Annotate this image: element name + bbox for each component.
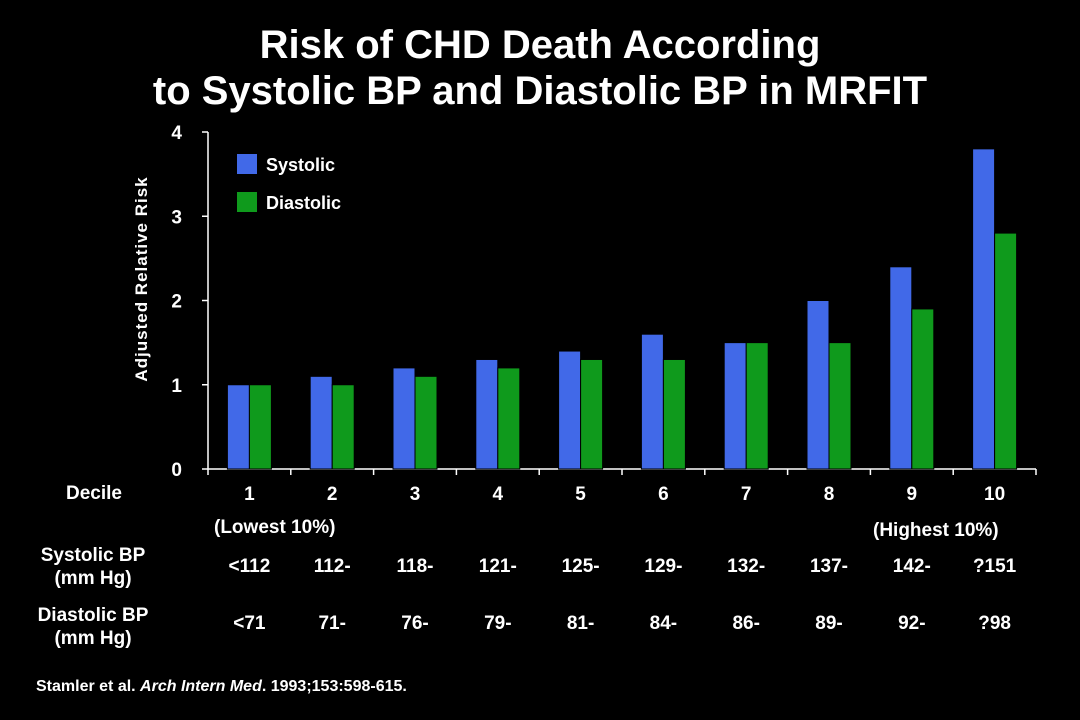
diastolic-row-label: Diastolic BP (mm Hg) xyxy=(8,604,178,650)
systolic-value-5: 125- xyxy=(561,556,600,577)
diastolic-value-3: 76- xyxy=(401,613,429,634)
x-tick-label-6: 6 xyxy=(658,484,669,505)
citation: Stamler et al. Arch Intern Med. 1993;153… xyxy=(36,678,407,696)
diastolic-value-7: 86- xyxy=(732,613,760,634)
diastolic-value-2: 71- xyxy=(318,613,346,634)
chart-title: Risk of CHD Death According to Systolic … xyxy=(0,22,1080,114)
diastolic-value-1: <71 xyxy=(233,613,266,634)
x-tick-label-1: 1 xyxy=(244,484,255,505)
decile-label: Decile xyxy=(66,483,122,504)
diastolic-value-8: 89- xyxy=(815,613,843,634)
bar-systolic-10 xyxy=(972,148,996,470)
systolic-value-7: 132- xyxy=(727,556,766,577)
diastolic-value-4: 79- xyxy=(484,613,512,634)
systolic-value-2: 112- xyxy=(313,556,351,577)
y-tick-label-4: 4 xyxy=(171,123,182,144)
y-tick-label-3: 3 xyxy=(171,207,182,228)
bar-diastolic-4 xyxy=(497,367,521,470)
bar-diastolic-1 xyxy=(248,384,272,470)
bar-diastolic-6 xyxy=(662,358,686,470)
systolic-value-1: <112 xyxy=(228,556,271,577)
bar-diastolic-7 xyxy=(745,342,769,470)
y-tick-label-1: 1 xyxy=(171,376,182,397)
x-tick-label-10: 10 xyxy=(984,484,1005,505)
x-tick-label-5: 5 xyxy=(575,484,586,505)
citation-journal: Arch Intern Med xyxy=(140,678,262,695)
bar-diastolic-5 xyxy=(580,358,604,470)
title-line-2: to Systolic BP and Diastolic BP in MRFIT xyxy=(152,69,928,113)
bar-diastolic-2 xyxy=(331,384,355,470)
bar-diastolic-9 xyxy=(911,308,935,470)
legend-label-systolic: Systolic xyxy=(266,155,335,175)
bar-diastolic-8 xyxy=(828,342,852,470)
systolic-label-line-2: (mm Hg) xyxy=(54,568,132,589)
bar-systolic-5 xyxy=(558,350,582,470)
bar-systolic-3 xyxy=(392,367,416,470)
bar-systolic-7 xyxy=(723,342,747,470)
bar-diastolic-3 xyxy=(414,375,438,470)
diastolic-value-10: ?98 xyxy=(978,613,1011,634)
citation-rest: . 1993;153:598-615. xyxy=(261,678,407,695)
y-tick-label-2: 2 xyxy=(171,292,182,313)
legend-swatch-systolic xyxy=(237,154,257,174)
bar-systolic-4 xyxy=(475,358,499,470)
systolic-value-3: 118- xyxy=(396,556,434,577)
x-tick-label-3: 3 xyxy=(410,484,421,505)
systolic-value-9: 142- xyxy=(892,556,931,577)
y-tick-label-0: 0 xyxy=(171,460,182,481)
lowest-decile-note: (Lowest 10%) xyxy=(214,517,336,538)
title-line-1: Risk of CHD Death According xyxy=(259,23,821,67)
diastolic-value-9: 92- xyxy=(898,613,926,634)
legend-swatch-diastolic xyxy=(237,192,257,212)
x-tick-label-7: 7 xyxy=(741,484,752,505)
citation-authors: Stamler et al. xyxy=(36,678,141,695)
systolic-value-4: 121- xyxy=(478,556,517,577)
x-tick-label-2: 2 xyxy=(327,484,338,505)
bar-systolic-6 xyxy=(640,333,664,470)
systolic-label-line-1: Systolic BP xyxy=(40,545,146,566)
bar-systolic-8 xyxy=(806,300,830,470)
y-axis-label: Adjusted Relative Risk xyxy=(132,176,151,381)
x-tick-label-9: 9 xyxy=(907,484,918,505)
x-tick-label-8: 8 xyxy=(824,484,835,505)
bar-systolic-9 xyxy=(889,266,913,470)
systolic-value-8: 137- xyxy=(809,556,849,577)
systolic-value-6: 129- xyxy=(644,556,683,577)
diastolic-value-6: 84- xyxy=(649,613,678,634)
bar-systolic-1 xyxy=(226,384,250,470)
systolic-value-10: ?151 xyxy=(972,556,1017,577)
bar-systolic-2 xyxy=(309,375,333,470)
diastolic-label-line-2: (mm Hg) xyxy=(54,628,132,649)
highest-decile-note: (Highest 10%) xyxy=(873,520,999,541)
diastolic-label-line-1: Diastolic BP xyxy=(37,605,149,626)
x-tick-label-4: 4 xyxy=(493,484,504,505)
legend-label-diastolic: Diastolic xyxy=(266,193,341,213)
systolic-row-label: Systolic BP (mm Hg) xyxy=(8,544,178,590)
diastolic-value-5: 81- xyxy=(566,613,595,634)
bar-diastolic-10 xyxy=(994,232,1018,470)
